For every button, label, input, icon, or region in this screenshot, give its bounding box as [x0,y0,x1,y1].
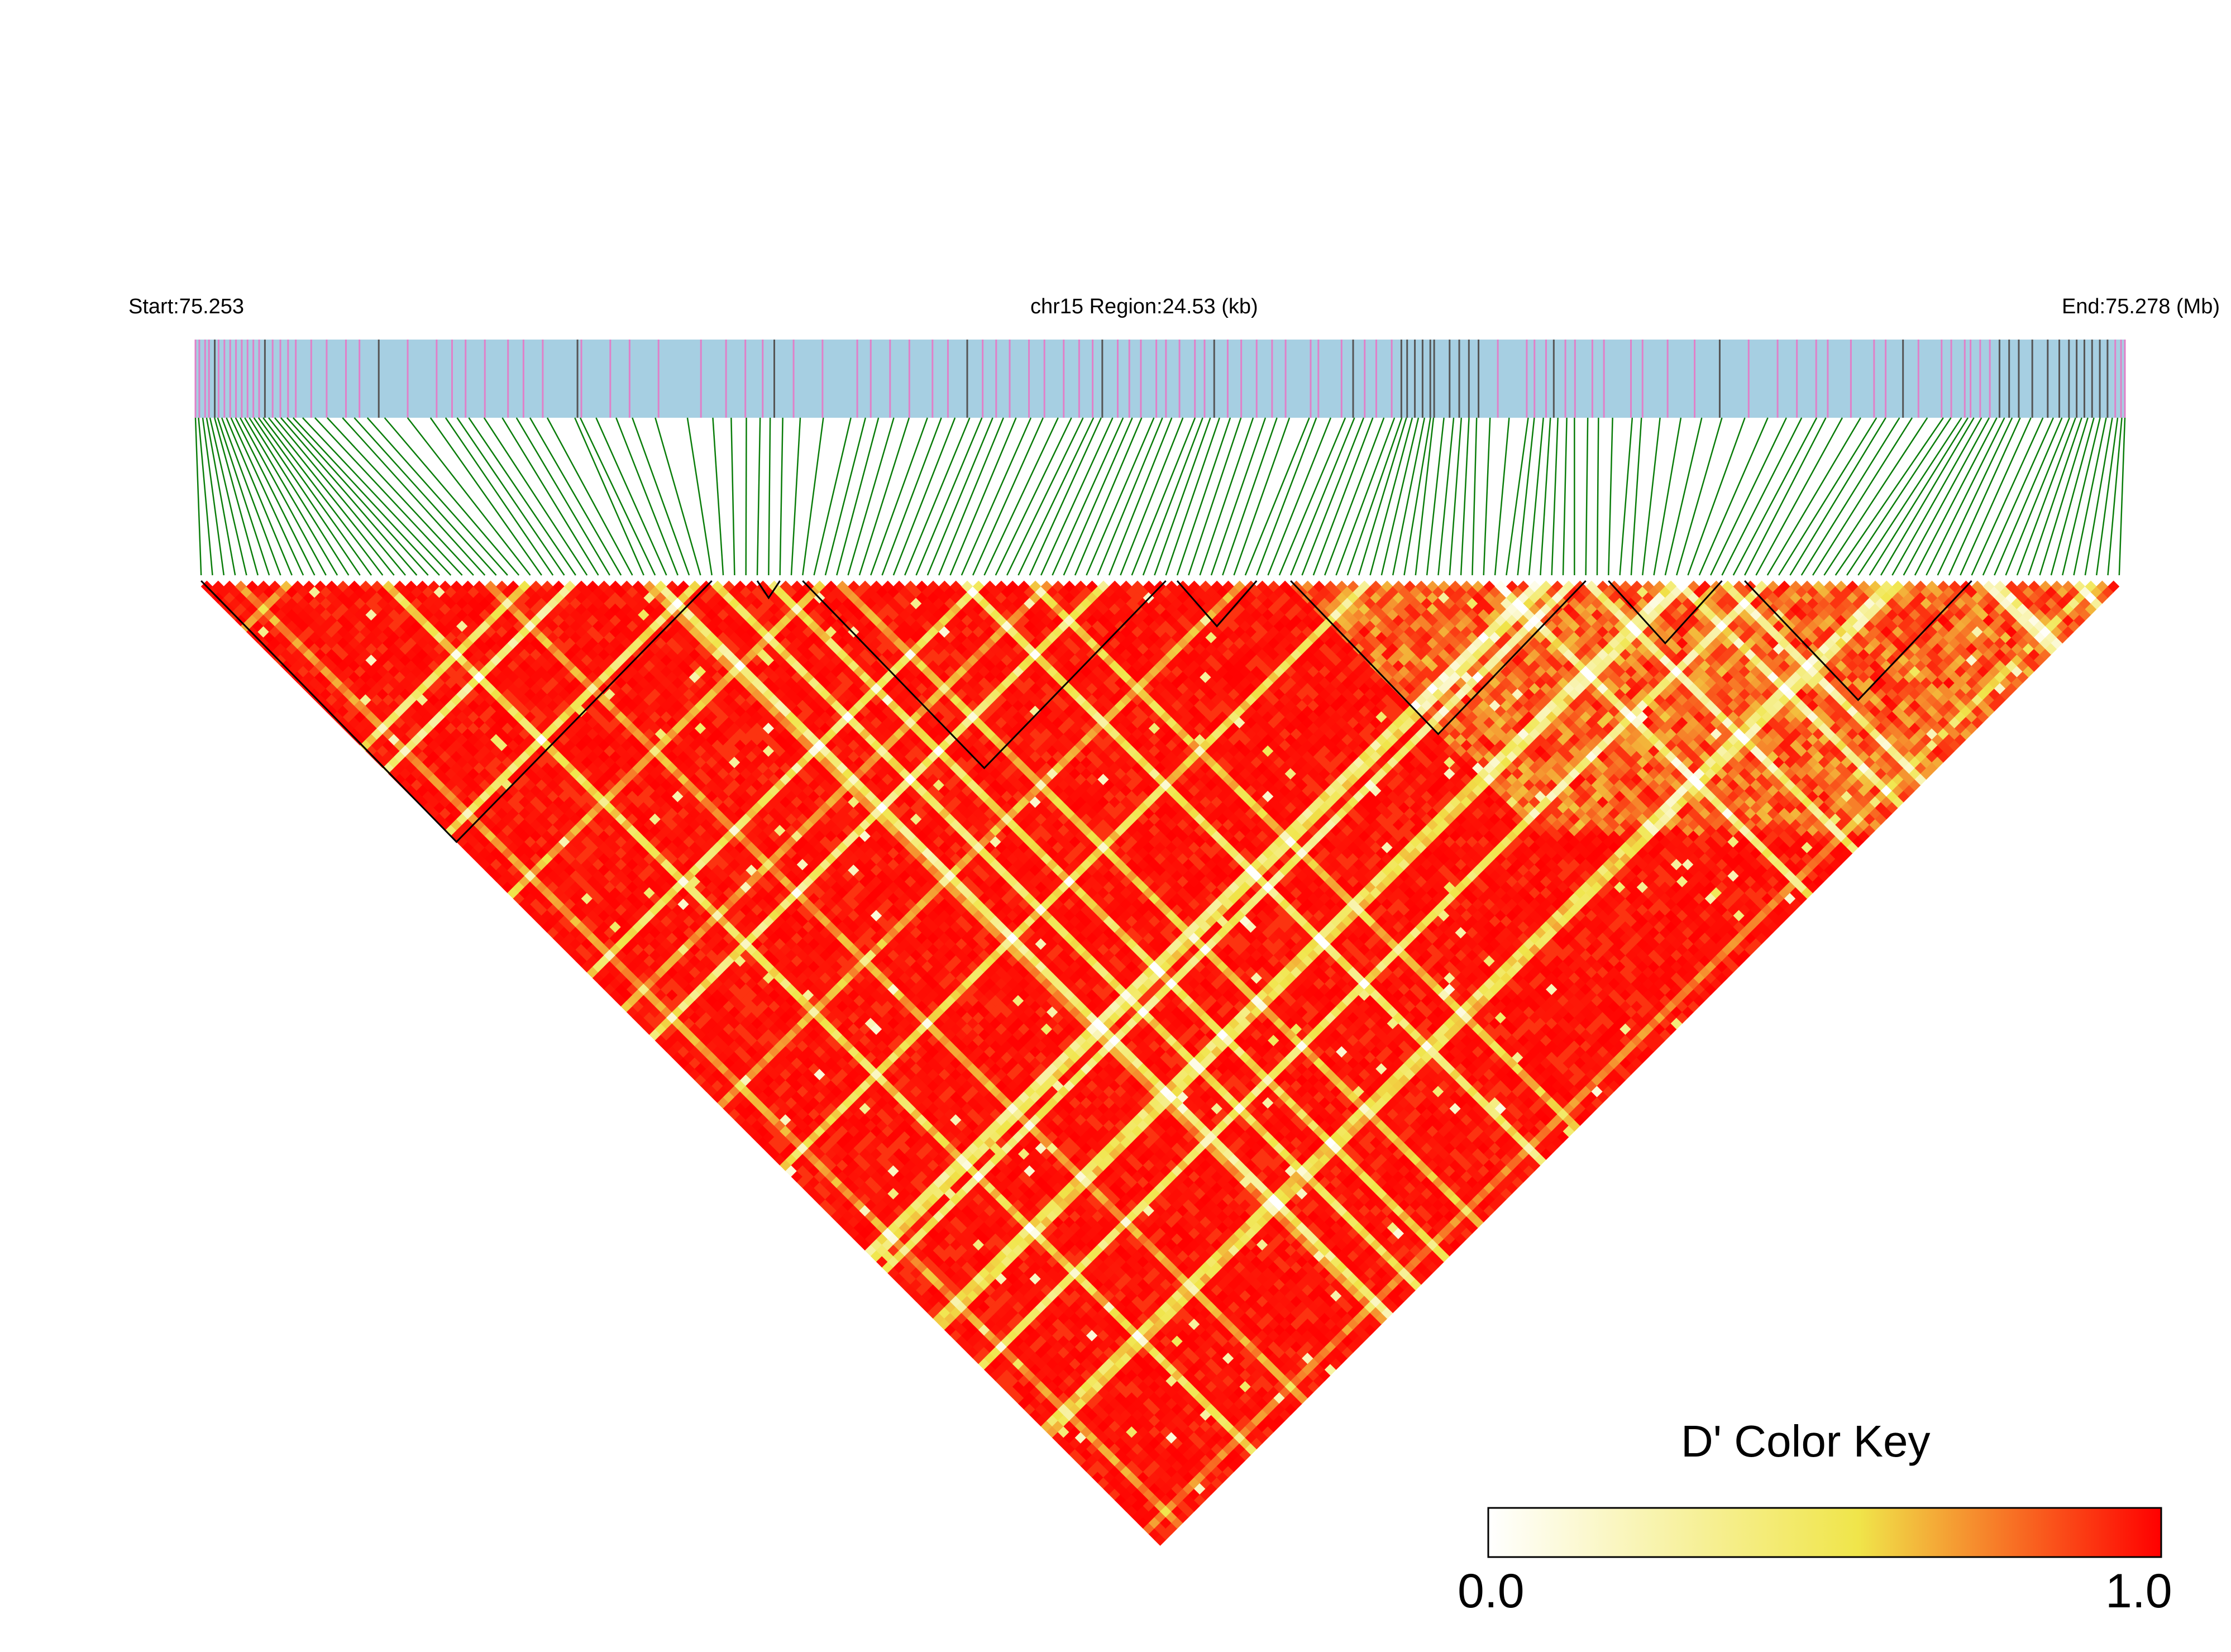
snp-connector-line [894,418,955,575]
snp-connector-line [746,418,747,575]
snp-connector-line [882,418,942,575]
snp-connector-line [1427,418,1444,575]
snp-connector-line [768,418,770,575]
snp-connector-line [1211,418,1265,575]
snp-connector-line [457,418,565,575]
snp-connector-line [871,418,927,575]
snp-connector-line [231,418,303,575]
snp-connector-line [530,418,621,575]
snp-connector-line [1370,418,1412,575]
snp-connector-line [218,418,269,575]
snp-connector-line [303,418,451,575]
snp-connector-line [1007,418,1083,575]
snp-connector-line [1484,418,1490,575]
snp-connector-line [1506,418,1528,575]
snp-connector-line [1086,418,1154,575]
snp-connector-line [342,418,485,575]
snp-connector-line [1279,418,1345,575]
snp-connector-line [249,418,348,575]
snp-connector-line [1892,418,1981,575]
snp-connector-line [791,418,800,575]
snp-connector-line [731,418,734,575]
snp-connector-line [517,418,610,575]
snp-connector-line [1200,418,1253,575]
snp-connector-line [1824,418,1927,575]
snp-connector-line [757,418,760,575]
snp-connector-line [616,418,677,575]
snp-connector-line [1631,418,1641,575]
snp-connector-line [2006,418,2070,575]
snp-connector-line [1416,418,1434,575]
ld-heatmap-cells [201,581,2119,1546]
snp-connector-line [1552,418,1558,575]
snp-connector-lines [195,418,2125,575]
snp-connector-line [1972,418,2043,575]
snp-connector-line [1938,418,2012,575]
snp-connector-line [1234,418,1289,575]
snp-connector-line [1960,418,2031,575]
snp-connector-line [1075,418,1141,575]
snp-connector-line [1052,418,1123,575]
snp-connector-line [2028,418,2081,575]
snp-connector-line [655,418,700,575]
snp-connector-line [502,418,598,575]
snp-connector-line [2074,418,2106,575]
snp-connector-line [1597,418,1598,575]
snp-connector-line [859,418,909,575]
snp-connector-line [1495,418,1509,575]
snp-connector-line [1994,418,2062,575]
snp-connector-line [1257,418,1316,575]
snp-connector-line [1926,418,2004,575]
snp-connector-line [780,418,783,575]
snp-connector-line [210,418,246,575]
snp-connector-line [575,418,643,575]
snp-connector-line [1756,418,1842,575]
snp-connector-line [254,418,360,575]
snp-connector-line [1608,418,1612,575]
snp-connector-line [2051,418,2094,575]
snp-connector-line [240,418,326,575]
snp-connector-line [1620,418,1632,575]
snp-connector-line [1461,418,1469,575]
snp-connector-line [1586,418,1588,575]
snp-connector-line [275,418,405,575]
snp-connector-line [1041,418,1112,575]
snp-connector-line [580,418,655,575]
gene-track [195,340,2125,418]
snp-connector-line [1472,418,1477,575]
snp-connector-line [1563,418,1567,575]
snp-connector-line [1030,418,1101,575]
snp-connector-line [2085,418,2113,575]
snp-connector-line [848,418,894,575]
snp-connector-line [287,418,428,575]
snp-connector-line [713,418,723,575]
snp-connector-line [632,418,689,575]
snp-connector-line [996,418,1072,575]
snp-connector-line [1188,418,1241,575]
snp-connector-line [687,418,712,575]
snp-connector-line [1983,418,2053,575]
snp-connector-line [1018,418,1093,575]
snp-connector-line [1064,418,1133,575]
snp-connector-line [837,418,878,575]
snp-connector-line [1222,418,1277,575]
